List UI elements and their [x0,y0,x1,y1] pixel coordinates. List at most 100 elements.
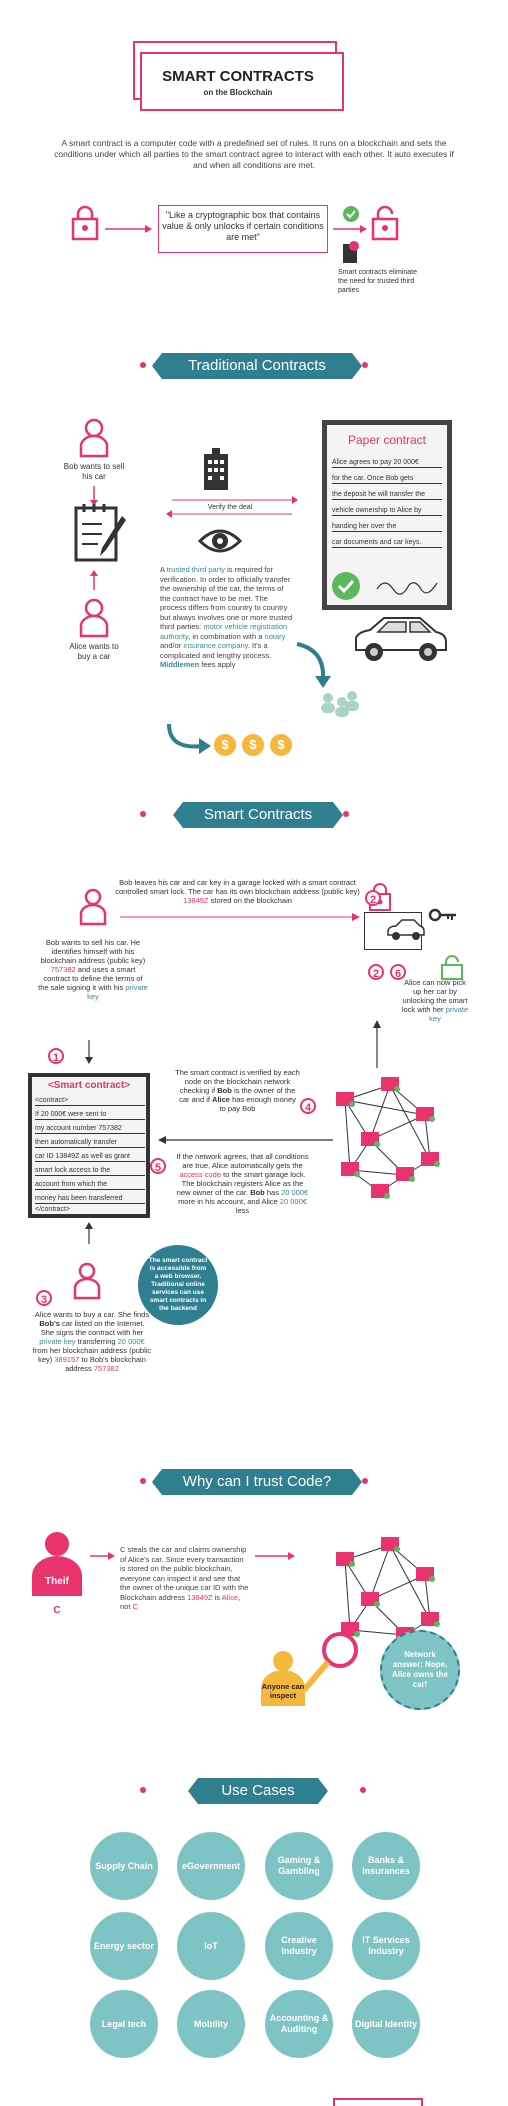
step-number-badge: 5 [150,1158,166,1174]
arrow-up-icon [90,570,98,590]
alice-pickup-text: Alice can now pick up her car by unlocki… [401,978,469,1023]
alice-wants-text: Alice wants to buy a car [69,642,119,661]
ribbon-dot [140,1787,146,1793]
approved-check-icon [332,572,360,600]
quote-box: "Like a cryptographic box that contains … [158,205,328,253]
ribbon-dot [343,811,349,817]
use-case-digital-identity: Digital Identity [352,1990,420,2058]
building-no-icon [343,241,359,263]
ribbon-dot [140,1478,146,1484]
use-case-iot: IoT [177,1912,245,1980]
arrow-right-icon [255,1552,295,1560]
contract-line: <contract> [35,1096,145,1106]
alice-smart-text: Alice wants to buy a car. She finds Bob'… [32,1310,152,1373]
bob-wants-text: Bob wants to sell his car [63,462,125,481]
ribbon-dot [140,811,146,817]
contract-line: money has been transferred [35,1194,145,1204]
contract-line: then automatically transfer [35,1138,145,1148]
building-icon [204,448,228,490]
check-icon [343,206,359,222]
ribbon-dot [362,1478,368,1484]
smart-contract [32,1077,146,1214]
arrow-up-icon [85,1222,93,1244]
paper-line: the deposit he will transfer the [332,490,442,500]
traditional-description: A trusted third party is required for ve… [160,565,293,669]
blockchain-network-icon [336,1077,440,1199]
use-case-legal: Legal tech [90,1990,158,2058]
car-small-icon [387,919,425,940]
signature-icon [376,582,438,595]
ribbon-dot [360,1787,366,1793]
verify-network-text: The smart contract is verified by each n… [175,1068,300,1113]
section-ribbon-trust: Why can I trust Code? [152,1469,362,1495]
section-ribbon-traditional: Traditional Contracts [152,353,362,379]
notepad-pen-icon [74,504,126,562]
use-case-gaming: Gaming & Gambling [265,1832,333,1900]
paper-contract-title: Paper contract [347,433,427,447]
title-frame-front [140,52,344,111]
step-number-badge: 2 [365,890,381,906]
page-title: SMART CONTRACTS [162,68,314,85]
contract-line: </contract> [35,1206,71,1213]
car-icon [355,617,447,661]
thief-label: Theif [45,1576,69,1587]
contract-line: If 20 000€ were sent to [35,1110,145,1120]
intro-text: A smart contract is a computer code with… [54,138,454,170]
use-case-it-services: IT Services Industry [352,1912,420,1980]
ribbon-dot [140,362,146,368]
paper-line: Alice agrees to pay 20 000€ [332,458,442,468]
paper-line: for the car. Once Bob gets [332,474,442,484]
arrow-right-icon [120,913,360,921]
use-case-creative: Creative Industry [265,1912,333,1980]
arrow-left-icon [158,1136,333,1144]
contract-line: my account number 757382 [35,1124,145,1134]
verify-deal-text: Verify the deal [207,504,253,511]
smart-top-text: Bob leaves his car and car key in a gara… [115,878,360,905]
page-subtitle: on the Blockchain [203,88,273,97]
arrow-right-icon [105,225,152,233]
curved-arrow-icon [167,723,211,754]
verify-double-arrow [166,496,298,518]
eliminate-text: Smart contracts eliminate the need for t… [338,269,417,294]
footer-frame [333,2098,423,2106]
step-number-badge: 2 [368,964,384,980]
eye-icon [198,529,242,553]
lock-open-green-icon [441,955,463,980]
curved-arrow-icon [296,642,331,688]
alice-person-icon [79,598,109,638]
use-case-egovernment: eGovernment [177,1832,245,1900]
arrow-right-icon [333,225,367,233]
inspector-person-icon [261,1651,305,1706]
coin-icon: $ [242,734,264,756]
use-case-energy: Energy sector [90,1912,158,1980]
paper-line: handing her over the [332,522,442,532]
section-ribbon-use-cases: Use Cases [188,1778,328,1804]
anyone-label: Anyone can inspect [261,1682,305,1700]
smart-contract-title: <Smart contract> [47,1080,131,1091]
step-number-badge: 1 [48,1048,64,1064]
use-case-supply-chain: Supply Chain [90,1832,158,1900]
step-number-badge: 3 [36,1290,52,1306]
bob-person-icon [79,418,109,458]
magnifier-icon [301,1632,358,1692]
use-case-banks: Banks & Insurances [352,1832,420,1900]
key-icon [428,908,456,922]
arrow-right-icon [90,1552,115,1560]
step-number-badge: 4 [300,1098,316,1114]
bob-smart-text: Bob wants to sell his car. He identifies… [38,938,148,1001]
contract-line: smart lock access to the [35,1166,145,1176]
coin-icon: $ [270,734,292,756]
trust-text: C steals the car and claims ownership of… [120,1545,249,1611]
ribbon-dot [362,362,368,368]
bob-person-icon [79,888,107,926]
network-answer-bubble: Network answer: Nope, Alice owns the car… [380,1630,460,1710]
paper-line: car documents and car keys. [332,538,442,548]
lock-open-icon [371,205,399,241]
network-agrees-text: If the network agrees, that all conditio… [176,1152,309,1215]
coin-icon: $ [214,734,236,756]
use-case-accounting: Accounting & Auditing [265,1990,333,2058]
use-case-mobility: Mobility [177,1990,245,2058]
arrow-down-icon [90,486,98,506]
thief-c-label: C [53,1605,61,1616]
lock-closed-icon [71,205,99,241]
